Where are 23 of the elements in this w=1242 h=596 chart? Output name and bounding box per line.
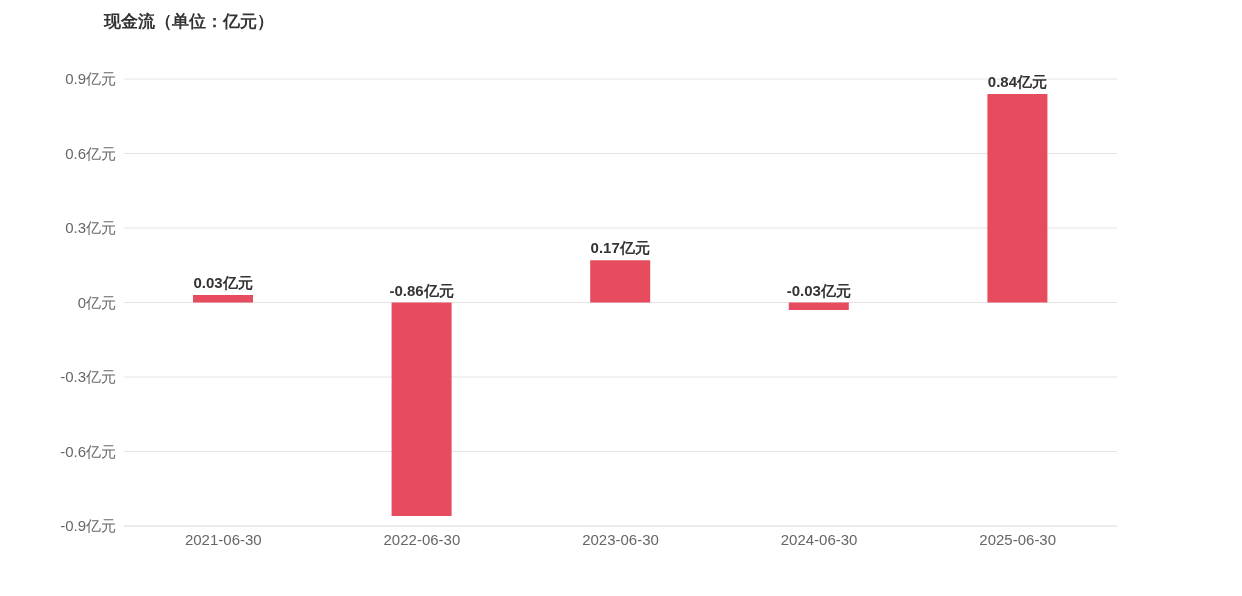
x-tick-label: 2022-06-30 [383, 530, 461, 548]
chart-title: 现金流（单位：亿元） [104, 11, 274, 33]
x-tick-label: 2023-06-30 [582, 530, 659, 548]
y-tick-label: -0.9亿元 [60, 517, 116, 535]
data-label: 0.17亿元 [590, 239, 650, 257]
data-label: -0.03亿元 [786, 281, 851, 299]
x-tick-label: 2024-06-30 [780, 530, 858, 548]
data-label: -0.86亿元 [389, 281, 454, 299]
bar [391, 302, 452, 517]
data-label: 0.03亿元 [193, 274, 253, 292]
bar [590, 260, 651, 303]
y-tick-label: 0.3亿元 [65, 219, 116, 237]
x-tick-label: 2021-06-30 [184, 530, 262, 548]
bar [788, 302, 849, 310]
y-tick-label: 0.9亿元 [65, 70, 116, 88]
x-tick-label: 2025-06-30 [979, 530, 1057, 548]
y-tick-label: 0.6亿元 [65, 144, 116, 162]
data-label: 0.84亿元 [987, 72, 1047, 90]
bar [987, 93, 1048, 303]
y-tick-label: 0亿元 [77, 293, 116, 311]
y-tick-label: -0.6亿元 [60, 442, 116, 460]
bar [193, 295, 253, 303]
y-tick-label: -0.3亿元 [60, 368, 116, 386]
